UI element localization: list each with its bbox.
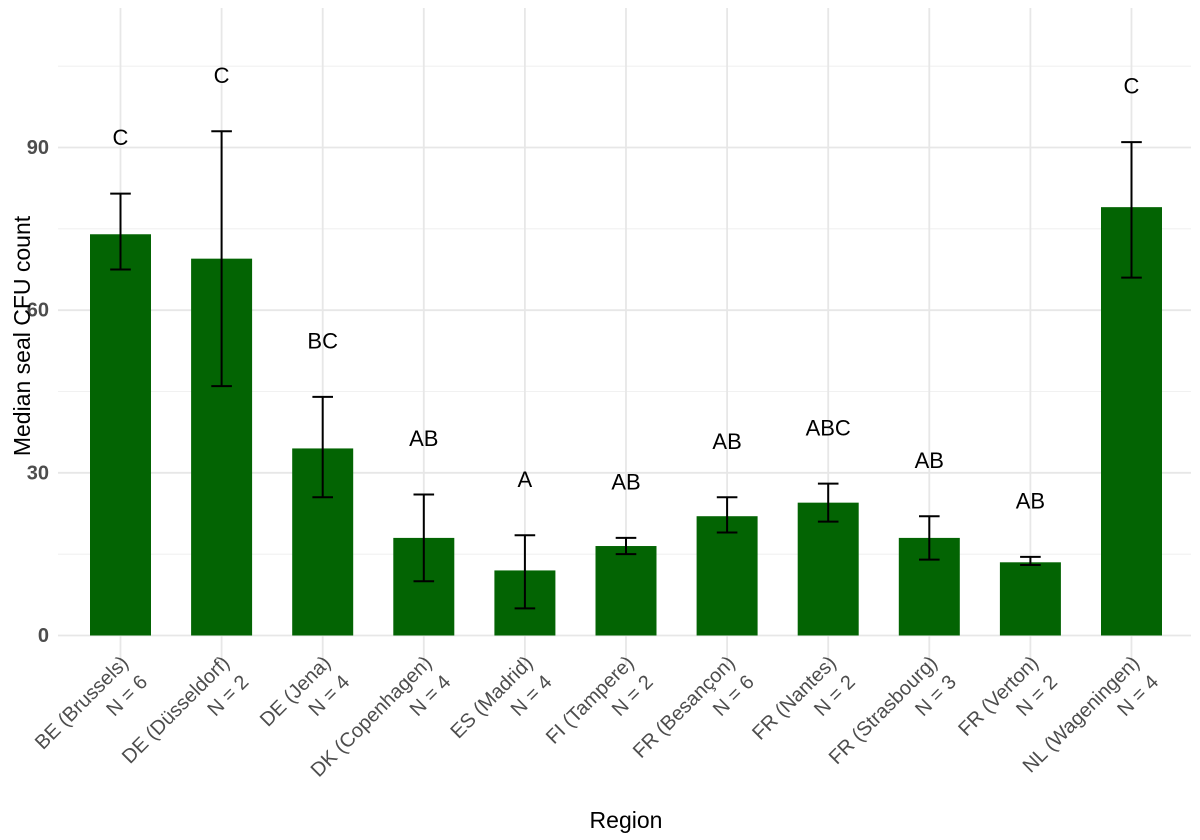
error-bar bbox=[817, 482, 839, 523]
error-bar bbox=[312, 395, 333, 499]
sig-letter: AB bbox=[611, 470, 640, 495]
sig-letter: AB bbox=[915, 448, 944, 473]
x-tick-labels: BE (Brussels)N = 6DE (Düsseldorf)N = 2 DE… bbox=[31, 652, 1163, 801]
sig-letter: BC bbox=[307, 329, 338, 354]
sig-letter: C bbox=[1124, 74, 1140, 99]
error-bar bbox=[110, 192, 131, 271]
x-tick-label: DE (Düsseldorf)N = 2 bbox=[118, 652, 253, 787]
y-tick-label: 0 bbox=[38, 625, 49, 647]
x-tick-label: DK (Copenhagen)N = 4 bbox=[307, 652, 456, 801]
error-bar bbox=[615, 536, 637, 556]
bar bbox=[696, 516, 758, 636]
error-bar bbox=[211, 130, 232, 388]
error-bars bbox=[110, 130, 1142, 610]
sig-letter: A bbox=[518, 467, 533, 492]
y-tick-label: 60 bbox=[27, 300, 49, 322]
x-tick-label: NL (Wageningen)N = 4 bbox=[1019, 652, 1163, 796]
error-bar bbox=[1020, 555, 1041, 567]
y-tick-label: 90 bbox=[27, 137, 49, 159]
y-axis-title: Median seal CFU count bbox=[9, 215, 35, 456]
error-bar bbox=[413, 493, 435, 583]
y-tick-label: 30 bbox=[27, 462, 49, 484]
y-tick-labels: 0 30 60 90 bbox=[27, 137, 49, 647]
bar bbox=[999, 562, 1061, 636]
x-tick-label: FR (Besançon)N = 6 bbox=[629, 652, 759, 782]
error-bar bbox=[919, 515, 940, 561]
error-bar bbox=[1121, 141, 1142, 279]
sig-letter: ABC bbox=[806, 415, 851, 440]
sig-letter: AB bbox=[1016, 489, 1045, 514]
error-bar bbox=[716, 496, 738, 534]
x-axis-title: Region bbox=[590, 807, 663, 833]
sig-letter: C bbox=[113, 125, 129, 150]
bar bbox=[90, 234, 151, 636]
bar bbox=[595, 546, 657, 636]
x-tick-label: ES (Madrid)N = 4 bbox=[446, 652, 556, 762]
bars bbox=[90, 207, 1162, 636]
bar bbox=[797, 502, 859, 636]
sig-letter: C bbox=[214, 63, 230, 88]
error-bar bbox=[514, 534, 536, 610]
sig-letter: AB bbox=[409, 426, 438, 451]
sig-letter: AB bbox=[712, 429, 741, 454]
